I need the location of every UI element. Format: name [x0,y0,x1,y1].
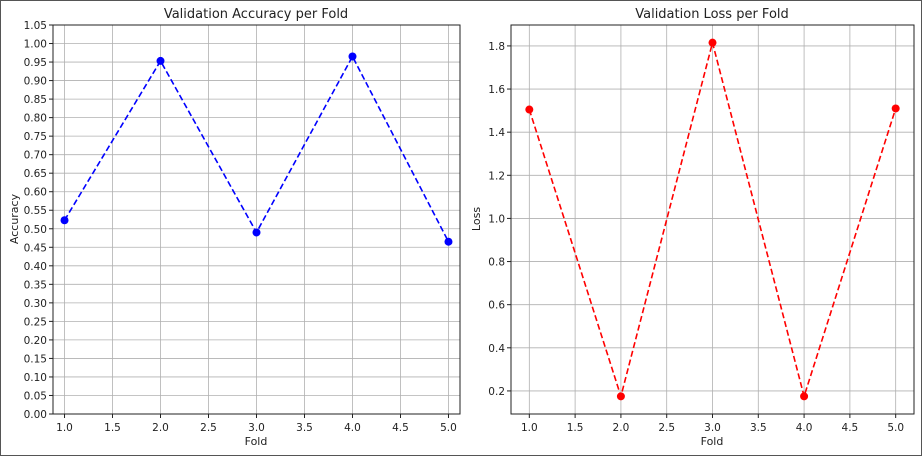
y-tick-label: 0.65 [24,168,47,180]
plot-area-frame [510,24,915,415]
x-tick-label: 1.5 [567,422,584,434]
data-point [708,38,717,47]
grid [511,25,914,414]
ticks: 1.0 1.5 2.0 2.5 3.0 3.5 4.0 4.5 5.0 0.00 0.05 0.10 0… [24,20,457,434]
y-tick-label: 0.00 [24,409,47,421]
data-point [444,237,453,246]
y-tick-label: 0.10 [24,372,47,384]
ticks: 1.0 1.5 2.0 2.5 3.0 3.5 4.0 4.5 5.0 0.2 0.4 0.6 0.8 1… [488,41,904,434]
y-tick-label: 0.25 [24,316,47,328]
x-tick-label: 4.0 [796,422,813,434]
x-tick-label: 3.0 [248,422,265,434]
x-axis-label: Fold [245,435,268,448]
chart-title: Validation Loss per Fold [635,7,789,22]
data-point [800,392,809,401]
y-tick-label: 0.55 [24,205,47,217]
x-tick-label: 2.0 [152,422,169,434]
x-tick-label: 2.0 [613,422,630,434]
y-tick-label: 0.85 [24,94,47,106]
x-tick-label: 3.5 [296,422,313,434]
y-tick-label: 0.20 [24,335,47,347]
y-tick-label: 0.2 [488,386,505,398]
chart-title: Validation Accuracy per Fold [164,7,348,22]
grid [53,24,460,415]
y-tick-label: 0.8 [488,257,505,269]
y-tick-label: 0.30 [24,298,47,310]
y-tick-label: 1.00 [24,39,47,51]
x-tick-label: 5.0 [440,422,457,434]
x-tick-label: 2.5 [200,422,217,434]
y-tick-label: 1.05 [24,20,47,32]
x-tick-label: 1.0 [56,422,73,434]
data-point [348,52,357,61]
y-tick-label: 0.15 [24,353,47,365]
x-axis-label: Fold [701,435,724,448]
data-point [891,104,900,113]
y-tick-label: 1.4 [488,127,505,139]
y-tick-label: 0.40 [24,261,47,273]
y-tick-label: 0.4 [488,343,505,355]
y-tick-label: 0.70 [24,150,47,162]
y-tick-label: 0.60 [24,187,47,199]
y-tick-label: 1.8 [488,41,505,53]
accuracy-chart: Validation Accuracy per Fold Fold Accura… [8,7,461,448]
x-tick-label: 4.5 [842,422,859,434]
y-tick-label: 0.80 [24,113,47,125]
data-point [156,56,165,65]
loss-chart: Validation Loss per Fold Fold Loss 1.0 1.… [470,7,915,448]
x-tick-label: 4.0 [344,422,361,434]
data-point [525,105,534,114]
y-tick-label: 1.6 [488,84,505,96]
data-point [60,216,69,225]
x-tick-label: 1.5 [104,422,121,434]
y-tick-label: 0.05 [24,390,47,402]
y-axis-label: Loss [470,207,483,231]
x-tick-label: 3.5 [750,422,767,434]
y-tick-label: 1.0 [488,213,505,225]
x-tick-label: 1.0 [521,422,538,434]
y-tick-label: 0.45 [24,242,47,254]
x-tick-label: 5.0 [887,422,904,434]
x-tick-label: 2.5 [658,422,675,434]
y-axis-label: Accuracy [8,193,21,244]
y-tick-label: 0.95 [24,57,47,69]
x-tick-label: 4.5 [392,422,409,434]
plot-area-frame [52,24,461,415]
y-tick-label: 0.90 [24,76,47,88]
y-tick-label: 0.75 [24,131,47,143]
x-tick-label: 3.0 [704,422,721,434]
y-tick-label: 0.35 [24,279,47,291]
y-tick-label: 0.6 [488,300,505,312]
y-tick-label: 1.2 [488,170,505,182]
data-point [252,228,261,237]
data-point [616,392,625,401]
y-tick-label: 0.50 [24,224,47,236]
